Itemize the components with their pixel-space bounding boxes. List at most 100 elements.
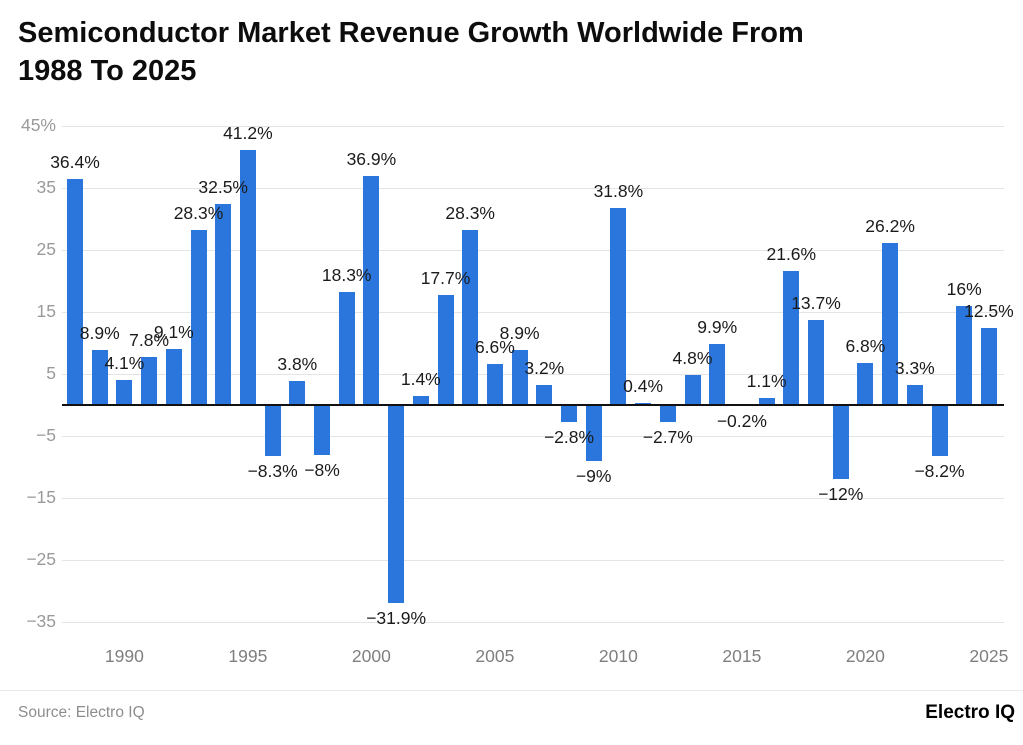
bar-label: 36.9%: [346, 149, 397, 170]
bar: [289, 381, 306, 405]
gridline: [62, 435, 1004, 437]
bar-label: 18.3%: [321, 264, 372, 285]
bar: [832, 405, 849, 480]
bar-label: 21.6%: [766, 244, 817, 265]
bar: [264, 405, 281, 457]
bar: [412, 396, 429, 405]
x-axis-line: [62, 404, 1004, 406]
bar-label: 28.3%: [445, 202, 495, 223]
x-tick-label: 1995: [228, 646, 268, 666]
gridline: [62, 187, 1004, 189]
bar-label: 12.5%: [964, 300, 1014, 321]
bar-label: −8%: [304, 459, 340, 480]
bar: [980, 327, 997, 405]
bar-label: 26.2%: [865, 215, 915, 236]
bar: [783, 271, 800, 405]
bar: [684, 375, 701, 405]
bar: [931, 405, 948, 456]
bar-label: 36.4%: [50, 152, 100, 173]
bar-label: −2.8%: [543, 427, 595, 448]
bar-label: 7.8%: [129, 329, 170, 350]
y-tick-label: 45%: [20, 115, 56, 135]
gridline: [62, 559, 1004, 561]
bar: [882, 242, 899, 405]
bar: [758, 398, 775, 405]
bar: [67, 179, 83, 405]
bar-label: 6.8%: [845, 335, 886, 356]
bar: [808, 320, 824, 405]
bar: [165, 348, 182, 405]
bar: [561, 405, 577, 423]
bar-label: 32.5%: [198, 176, 248, 197]
bar-label: 28.3%: [173, 202, 224, 223]
bar-label: 1.1%: [746, 371, 787, 392]
bar-label: −8.3%: [247, 461, 298, 482]
bar: [363, 176, 380, 405]
bar-label: 8.9%: [79, 322, 120, 343]
x-tick-label: 2010: [598, 646, 638, 666]
bar-label: 4.1%: [104, 352, 145, 373]
gridline: [62, 125, 1004, 127]
bar: [437, 295, 454, 405]
bar: [536, 385, 553, 405]
bar: [709, 343, 726, 405]
bar-label: 9.9%: [697, 316, 738, 337]
bar-label: 3.2%: [524, 358, 565, 379]
x-tick-label: 2025: [969, 646, 1009, 666]
y-tick-label: 5: [46, 363, 56, 383]
bar: [906, 384, 923, 405]
bar: [610, 207, 627, 405]
chart-title-line2: 1988 To 2025: [18, 55, 197, 87]
chart-title: Semiconductor Market Revenue Growth Worl…: [18, 14, 804, 90]
bar: [857, 362, 874, 405]
bar: [486, 364, 503, 405]
bar-label: 16%: [946, 278, 982, 299]
bar-label: 41.2%: [223, 122, 273, 143]
bar-label: −2.7%: [642, 426, 693, 447]
bar-label: 9.1%: [153, 321, 194, 342]
gridline: [62, 373, 1004, 375]
bar-label: −31.9%: [366, 607, 427, 628]
gridline: [62, 497, 1004, 499]
bar-label: 0.4%: [623, 375, 664, 396]
y-tick-label: 25: [36, 239, 56, 259]
bar: [338, 291, 355, 405]
y-tick-label: −35: [26, 611, 56, 631]
bar-label: 17.7%: [420, 268, 471, 289]
bar: [585, 405, 602, 461]
bar-label: 13.7%: [791, 293, 841, 314]
y-tick-label: −15: [26, 487, 56, 507]
bar-label: 1.4%: [400, 369, 441, 390]
bar-label: −0.2%: [716, 411, 767, 432]
x-tick-label: 2015: [722, 646, 762, 666]
bar: [462, 229, 479, 405]
x-tick-label: 2005: [475, 646, 515, 666]
bar-label: 3.3%: [894, 357, 935, 378]
bar-label: 4.8%: [672, 348, 713, 369]
source-note: Source: Electro IQ: [18, 704, 145, 721]
footer-divider: [0, 690, 1023, 691]
bar-label: −9%: [575, 465, 612, 486]
bar: [314, 405, 330, 455]
bar: [239, 149, 256, 405]
gridline: [62, 311, 1004, 313]
bar: [91, 349, 108, 405]
gridline: [62, 621, 1004, 623]
bar-label: 31.8%: [593, 180, 644, 201]
bar: [659, 405, 676, 422]
chart-title-line1: Semiconductor Market Revenue Growth Worl…: [18, 17, 804, 49]
gridline: [62, 249, 1004, 251]
bar: [190, 229, 207, 405]
bar: [116, 379, 133, 405]
y-tick-label: 35: [36, 177, 56, 197]
bar-label: 6.6%: [474, 337, 515, 358]
bar: [215, 203, 232, 405]
y-tick-label: −25: [26, 549, 56, 569]
bar: [511, 349, 528, 405]
y-tick-label: −5: [36, 425, 56, 445]
y-tick-label: 15: [36, 301, 56, 321]
bar: [388, 405, 405, 603]
bar: [635, 402, 652, 405]
